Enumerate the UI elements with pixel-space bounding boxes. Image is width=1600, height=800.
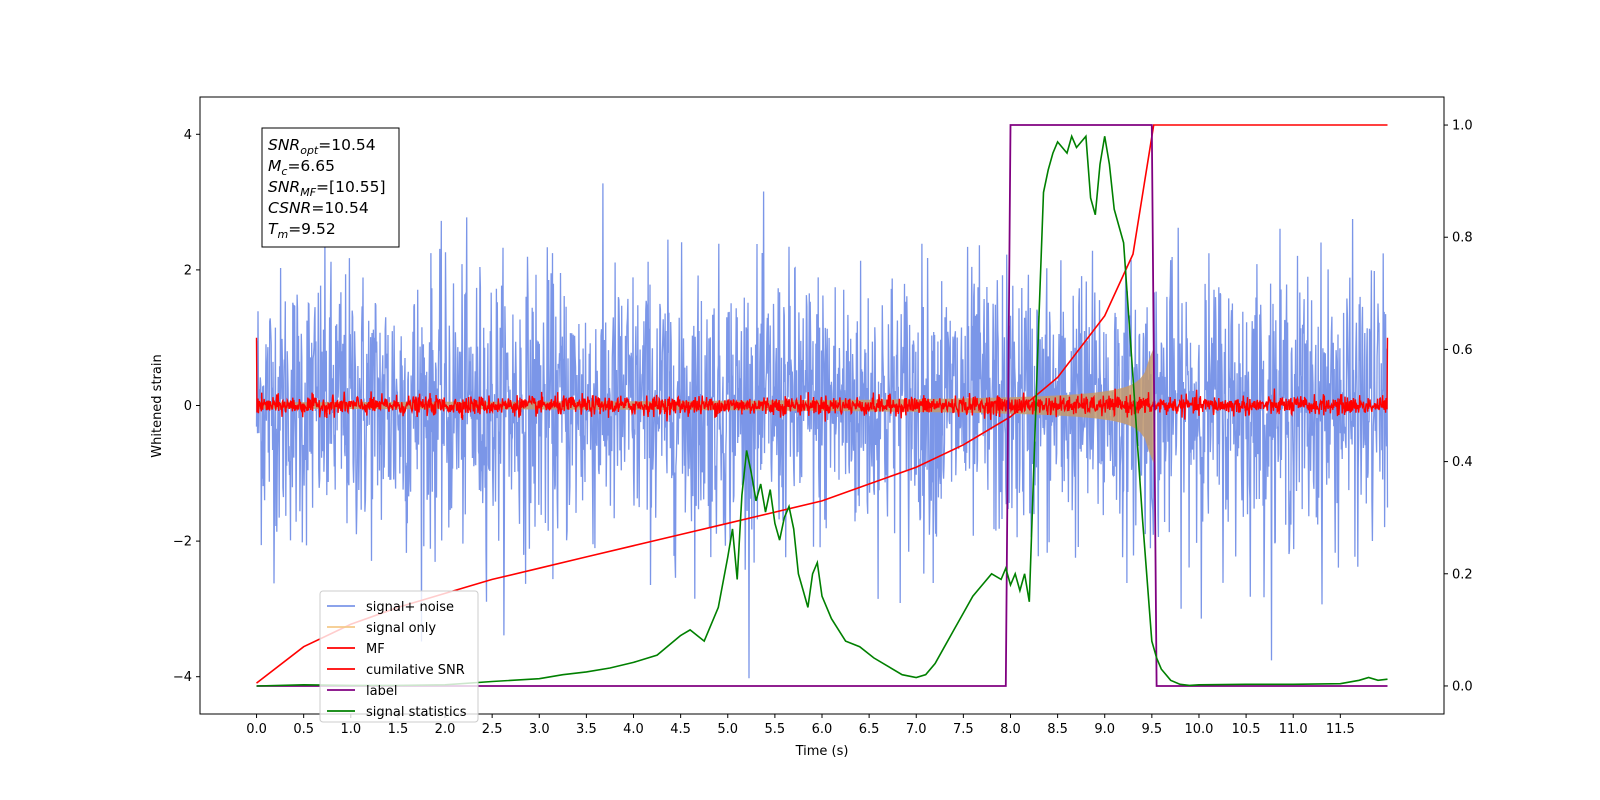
x-tick-label: 3.5 <box>576 722 597 737</box>
x-tick-label: 11.5 <box>1326 722 1355 737</box>
x-tick-label: 6.0 <box>812 722 833 737</box>
x-tick-label: 6.5 <box>859 722 880 737</box>
x-tick-label: 2.5 <box>482 722 503 737</box>
legend-label: cumilative SNR <box>366 663 465 678</box>
series-signal-statistics <box>256 133 1388 687</box>
stats-lines: SNRopt=10.54Mc=6.65SNRMF=[10.55]CSNR=10.… <box>268 136 386 241</box>
legend-label: label <box>366 684 397 699</box>
x-tick-label: 0.5 <box>293 722 314 737</box>
y-right-tick-label: 0.4 <box>1452 455 1473 470</box>
series-label <box>256 124 1388 687</box>
legend-label: MF <box>366 642 385 657</box>
y-right-tick-label: 1.0 <box>1452 119 1473 134</box>
y-right-tick-label: 0.6 <box>1452 343 1473 358</box>
x-tick-label: 2.0 <box>435 722 456 737</box>
stat-line: Tm=9.52 <box>268 220 336 241</box>
stats-annotation-box: SNRopt=10.54Mc=6.65SNRMF=[10.55]CSNR=10.… <box>261 127 400 248</box>
legend: signal+ noise signal only MF cumilative SNR… <box>319 590 479 723</box>
x-tick-label: 1.0 <box>340 722 361 737</box>
y-left-tick-label: −4 <box>173 670 192 685</box>
x-tick-label: 11.0 <box>1279 722 1308 737</box>
x-tick-label: 8.0 <box>1000 722 1021 737</box>
x-tick-label: 1.5 <box>388 722 409 737</box>
x-tick-label: 10.0 <box>1184 722 1213 737</box>
y-left-tick-label: 4 <box>184 128 192 143</box>
series-signal-plus-noise <box>255 183 1389 679</box>
stat-line: Mc=6.65 <box>268 157 335 178</box>
x-tick-label: 8.5 <box>1047 722 1068 737</box>
x-tick-label: 5.0 <box>717 722 738 737</box>
legend-label: signal only <box>366 621 436 636</box>
axes-frame <box>199 96 1445 715</box>
x-axis-label: Time (s) <box>795 744 849 759</box>
stats-box-frame <box>261 127 400 248</box>
x-tick-label: 3.0 <box>529 722 550 737</box>
y-left-tick-label: 2 <box>184 263 192 278</box>
x-tick-label: 7.0 <box>906 722 927 737</box>
legend-label: signal+ noise <box>366 600 454 615</box>
stat-line: SNRMF=[10.55] <box>268 178 386 199</box>
x-tick-label: 5.5 <box>765 722 786 737</box>
x-tick-label: 9.0 <box>1094 722 1115 737</box>
stat-line: SNRopt=10.54 <box>268 136 376 157</box>
x-tick-label: 7.5 <box>953 722 974 737</box>
y-right-tick-label: 0.8 <box>1452 231 1473 246</box>
y-axis-label: Whitened strain <box>150 354 165 457</box>
y-right-tick-label: 0.2 <box>1452 567 1473 582</box>
stat-line: CSNR=10.54 <box>268 199 369 217</box>
x-tick-label: 0.0 <box>246 722 267 737</box>
series-mf <box>255 337 1389 422</box>
x-tick-label: 9.5 <box>1142 722 1163 737</box>
x-tick-label: 4.5 <box>670 722 691 737</box>
x-tick-label: 4.0 <box>623 722 644 737</box>
y-left-tick-label: −2 <box>173 535 192 550</box>
legend-items: signal+ noise signal only MF cumilative SNR… <box>327 600 467 720</box>
legend-frame <box>319 590 479 723</box>
y-right-tick-label: 0.0 <box>1452 679 1473 694</box>
y-left-tick-label: 0 <box>184 399 192 414</box>
ticks-layer: 0.0 0.5 1.0 1.5 2.0 2.5 3.0 3.5 4.0 4.5 5.0 5.5 6.0 6… <box>173 119 1473 737</box>
x-tick-label: 10.5 <box>1232 722 1261 737</box>
legend-label: signal statistics <box>366 705 467 720</box>
